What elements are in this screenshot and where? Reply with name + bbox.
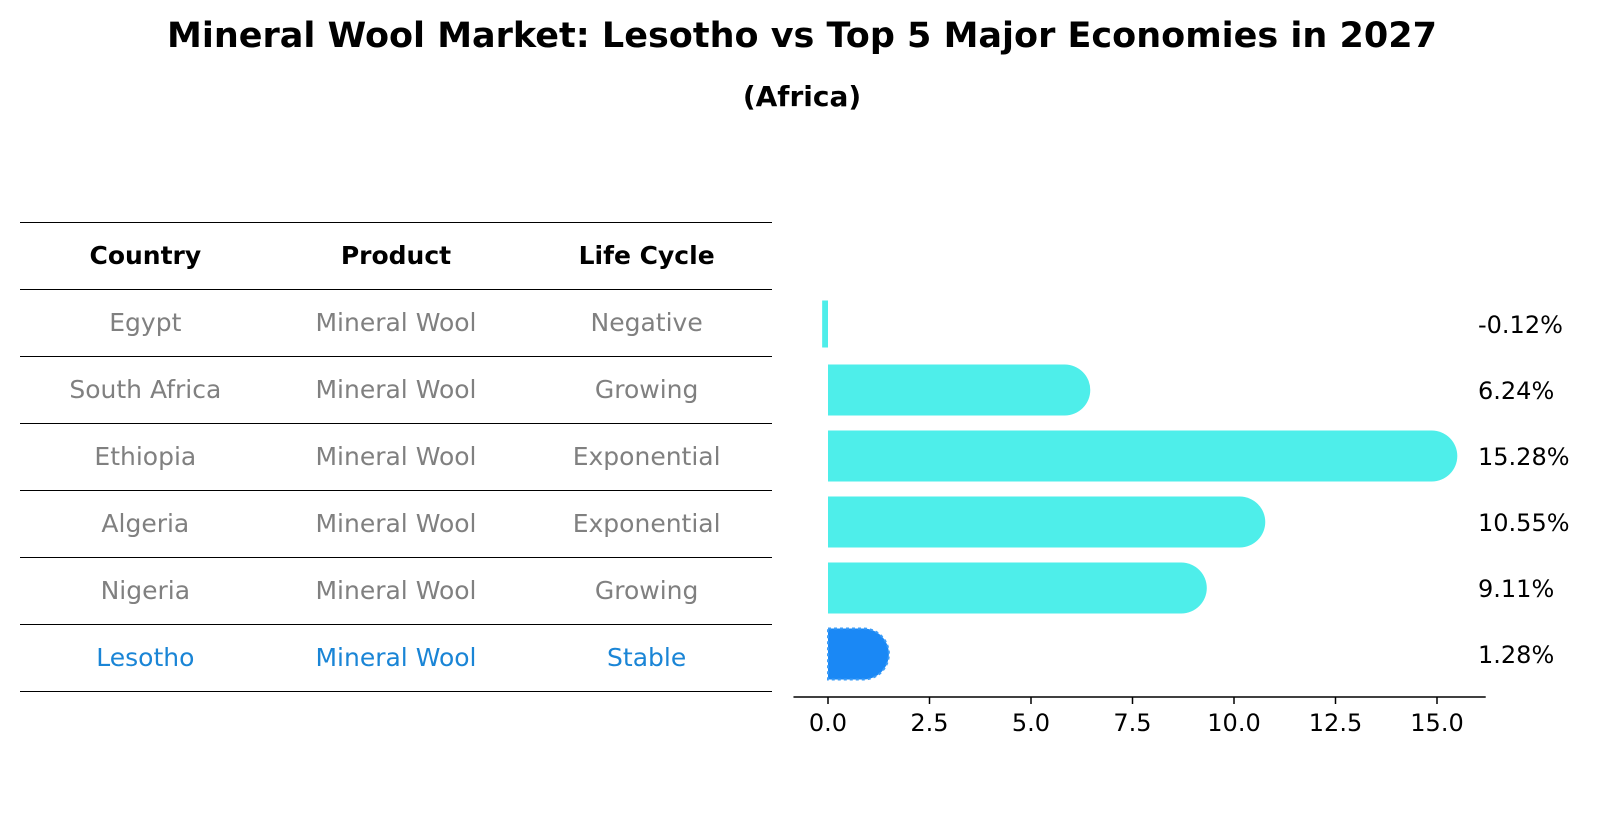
bar-value-label: 15.28% xyxy=(1478,443,1570,471)
x-tick-label: 5.0 xyxy=(1012,709,1050,737)
cell-country: Algeria xyxy=(101,509,190,538)
table-row: South Africa Mineral Wool Growing xyxy=(20,356,772,423)
header-country: Country xyxy=(89,241,202,270)
cell-life-cycle: Growing xyxy=(594,375,699,404)
cell-life-cycle: Exponential xyxy=(572,442,721,471)
cell-life-cycle: Growing xyxy=(594,576,699,605)
chart-subtitle: (Africa) xyxy=(742,80,862,113)
table-row: Nigeria Mineral Wool Growing xyxy=(20,557,772,624)
cell-country: Nigeria xyxy=(100,576,191,605)
bar-egypt xyxy=(822,300,828,348)
cell-life-cycle: Exponential xyxy=(572,509,721,538)
bar-nigeria xyxy=(828,562,1207,614)
bar-lesotho xyxy=(827,627,890,681)
header-life-cycle: Life Cycle xyxy=(578,241,715,270)
table-row: Algeria Mineral Wool Exponential xyxy=(20,490,772,557)
header-product: Product xyxy=(340,241,452,270)
bar-value-label: 9.11% xyxy=(1478,575,1554,603)
cell-product: Mineral Wool xyxy=(315,576,477,605)
data-table: Country Product Life Cycle Egypt Mineral… xyxy=(20,222,772,692)
bar-algeria xyxy=(828,496,1266,548)
bar-value-label: -0.12% xyxy=(1478,311,1563,339)
cell-country: Lesotho xyxy=(96,643,195,672)
bar-south-africa xyxy=(828,364,1091,416)
x-tick-label: 0.0 xyxy=(809,709,847,737)
table-row-highlighted: Lesotho Mineral Wool Stable xyxy=(20,624,772,692)
chart-title: Mineral Wool Market: Lesotho vs Top 5 Ma… xyxy=(167,16,1437,56)
cell-product: Mineral Wool xyxy=(315,643,477,672)
cell-product: Mineral Wool xyxy=(315,308,477,337)
bar-value-label: 10.55% xyxy=(1478,509,1570,537)
x-tick-label: 2.5 xyxy=(910,709,948,737)
bar-value-label: 1.28% xyxy=(1478,641,1554,669)
x-tick-label: 7.5 xyxy=(1113,709,1151,737)
cell-country: South Africa xyxy=(69,375,222,404)
cell-country: Ethiopia xyxy=(94,442,197,471)
x-tick-label: 12.5 xyxy=(1309,709,1362,737)
cell-product: Mineral Wool xyxy=(315,442,477,471)
table-row: Ethiopia Mineral Wool Exponential xyxy=(20,423,772,490)
cell-country: Egypt xyxy=(109,308,182,337)
x-tick-label: 10.0 xyxy=(1207,709,1260,737)
bar-ethiopia xyxy=(828,430,1458,482)
x-tick-label: 15.0 xyxy=(1410,709,1463,737)
cell-life-cycle: Stable xyxy=(607,643,687,672)
table-row: Egypt Mineral Wool Negative xyxy=(20,289,772,356)
cell-product: Mineral Wool xyxy=(315,509,477,538)
bar-value-label: 6.24% xyxy=(1478,377,1554,405)
table-header-row: Country Product Life Cycle xyxy=(20,222,772,289)
cell-product: Mineral Wool xyxy=(315,375,477,404)
cell-life-cycle: Negative xyxy=(590,308,703,337)
